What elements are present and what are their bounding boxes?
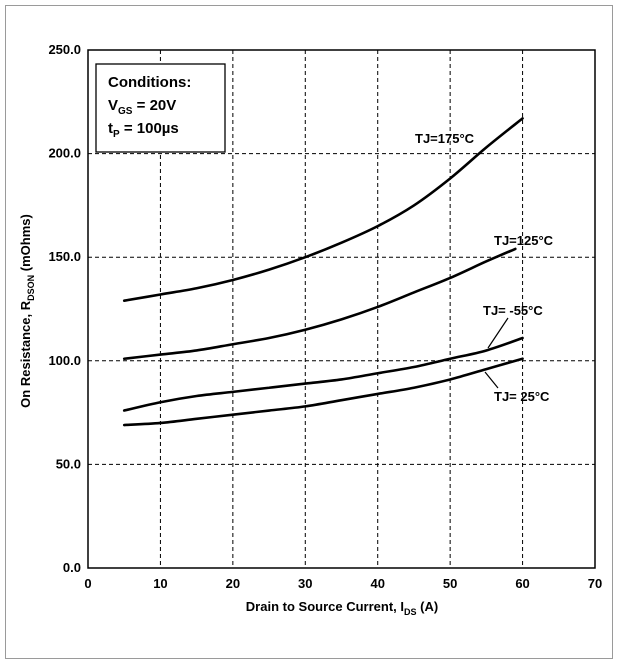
conditions-tp: tP = 100µs (108, 120, 179, 140)
series-label-175: TJ=175°C (415, 131, 475, 146)
x-tick-label: 20 (226, 576, 240, 591)
series-line-0 (122, 117, 524, 303)
y-tick-label: 250.0 (48, 42, 81, 57)
series-line-3 (122, 357, 524, 427)
series-leader-25 (484, 371, 499, 389)
y-tick-label: 0.0 (63, 560, 81, 575)
x-tick-label: 60 (515, 576, 529, 591)
y-tick-label: 50.0 (56, 456, 81, 471)
series-label-125: TJ=125°C (494, 233, 554, 248)
series-line-2 (122, 336, 524, 412)
conditions-vgs: VGS = 20V (108, 97, 176, 117)
y-tick-label: 150.0 (48, 249, 81, 264)
conditions-title: Conditions: (108, 74, 191, 91)
x-tick-label: 0 (84, 576, 91, 591)
y-tick-label: 100.0 (48, 353, 81, 368)
y-tick-label: 200.0 (48, 146, 81, 161)
series-leader-neg55 (487, 317, 509, 349)
x-tick-label: 10 (153, 576, 167, 591)
x-axis-title: Drain to Source Current, IDS (A) (246, 599, 438, 617)
x-tick-label: 70 (588, 576, 602, 591)
x-tick-label: 40 (370, 576, 384, 591)
x-tick-label: 50 (443, 576, 457, 591)
x-tick-label: 30 (298, 576, 312, 591)
conditions-box: Conditions: VGS = 20V tP = 100µs (95, 63, 226, 153)
series-label-25: TJ= 25°C (494, 389, 550, 404)
y-axis-title: On Resistance, RDSON (mOhms) (18, 214, 36, 408)
plot-area (87, 49, 596, 569)
series-group (122, 117, 524, 427)
tick-labels: 0 10 20 30 40 50 60 70 0.0 50.0 100.0 150.0 200.0 250… (48, 42, 602, 591)
series-line-1 (122, 247, 517, 361)
series-label-neg55: TJ= -55°C (483, 303, 543, 318)
